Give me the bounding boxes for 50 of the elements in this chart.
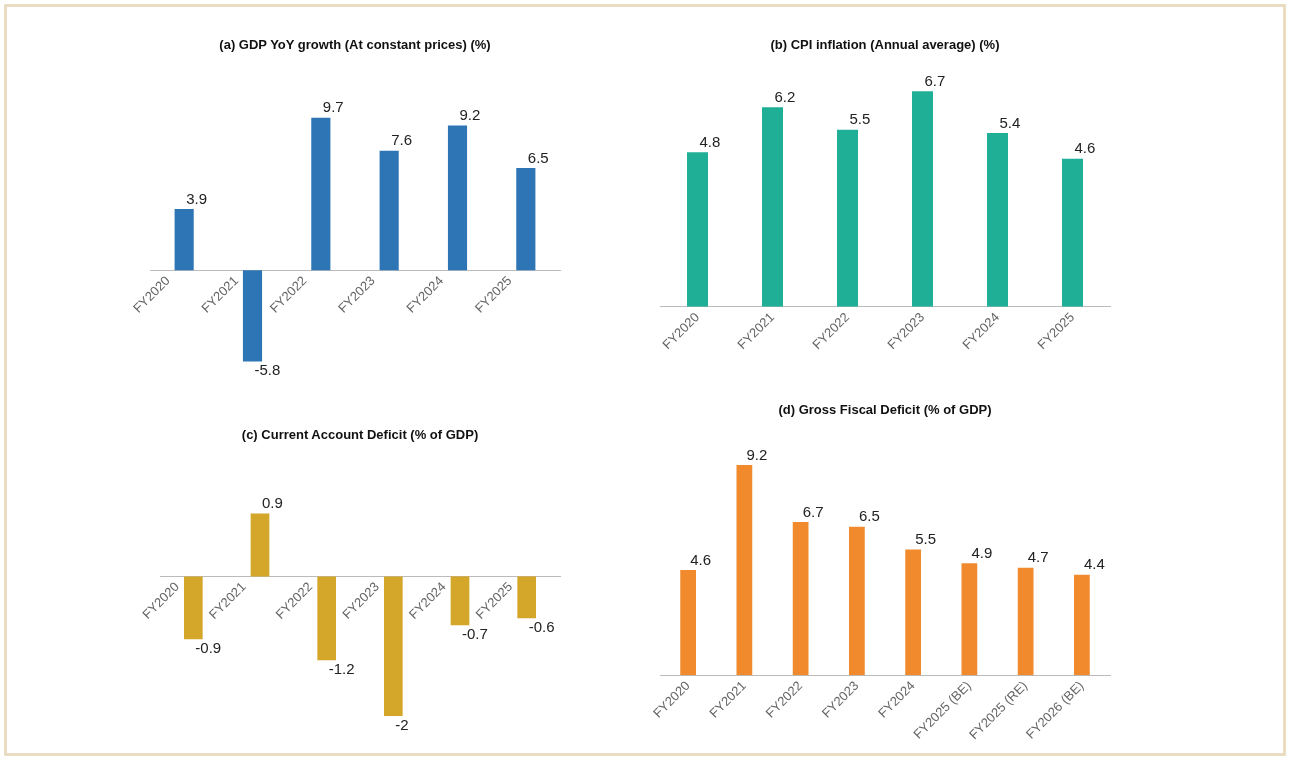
data-label: -0.7 (462, 624, 488, 642)
chart-title: (c) Current Account Deficit (% of GDP) (241, 427, 479, 443)
data-label: 6.7 (924, 71, 946, 89)
bar (1074, 574, 1090, 676)
bar (311, 117, 331, 271)
data-label: 9.2 (746, 445, 768, 463)
bar (680, 570, 696, 676)
data-label: 4.6 (690, 550, 711, 568)
bar (762, 107, 783, 307)
data-label: -0.9 (195, 638, 222, 656)
data-label: 5.4 (999, 113, 1021, 131)
data-label: 6.5 (858, 507, 880, 525)
data-label: 9.2 (459, 106, 481, 124)
bar (379, 150, 399, 271)
bar (837, 129, 858, 307)
chart-title: (d) Gross Fiscal Deficit (% of GDP) (778, 402, 992, 418)
data-label: 4.4 (1083, 555, 1105, 573)
data-label: 6.2 (774, 87, 796, 105)
bar (792, 522, 809, 676)
data-label: 6.5 (527, 148, 549, 166)
bar (1062, 158, 1083, 307)
bar (736, 464, 753, 676)
bar (849, 526, 865, 676)
data-label: 4.6 (1074, 139, 1096, 157)
chart-title: (b) CPI inflation (Annual average) (%) (770, 37, 1000, 53)
data-label: 6.7 (802, 502, 824, 520)
bar (447, 125, 468, 271)
bar (912, 91, 933, 307)
bar (905, 549, 921, 676)
data-label: 4.7 (1027, 548, 1049, 566)
data-label: -0.6 (528, 617, 555, 635)
bar (987, 133, 1008, 307)
data-label: -5.8 (254, 361, 281, 379)
data-label: 5.5 (849, 110, 871, 128)
bar (1017, 567, 1034, 676)
data-label: 4.9 (971, 543, 993, 561)
data-label: 5.5 (915, 530, 936, 548)
data-label: 9.7 (322, 98, 344, 116)
data-label: 0.9 (262, 494, 283, 512)
bar (242, 270, 263, 362)
bar (174, 208, 194, 271)
data-label: 7.6 (391, 131, 413, 149)
bar (687, 152, 708, 307)
data-label: -2 (395, 715, 409, 733)
chart-title: (a) GDP YoY growth (At constant prices) (%) (219, 37, 491, 53)
bar (516, 168, 536, 271)
bar (961, 563, 978, 676)
data-label: 3.9 (186, 189, 208, 207)
data-label: -1.2 (328, 659, 355, 677)
data-label: 4.8 (699, 133, 721, 151)
